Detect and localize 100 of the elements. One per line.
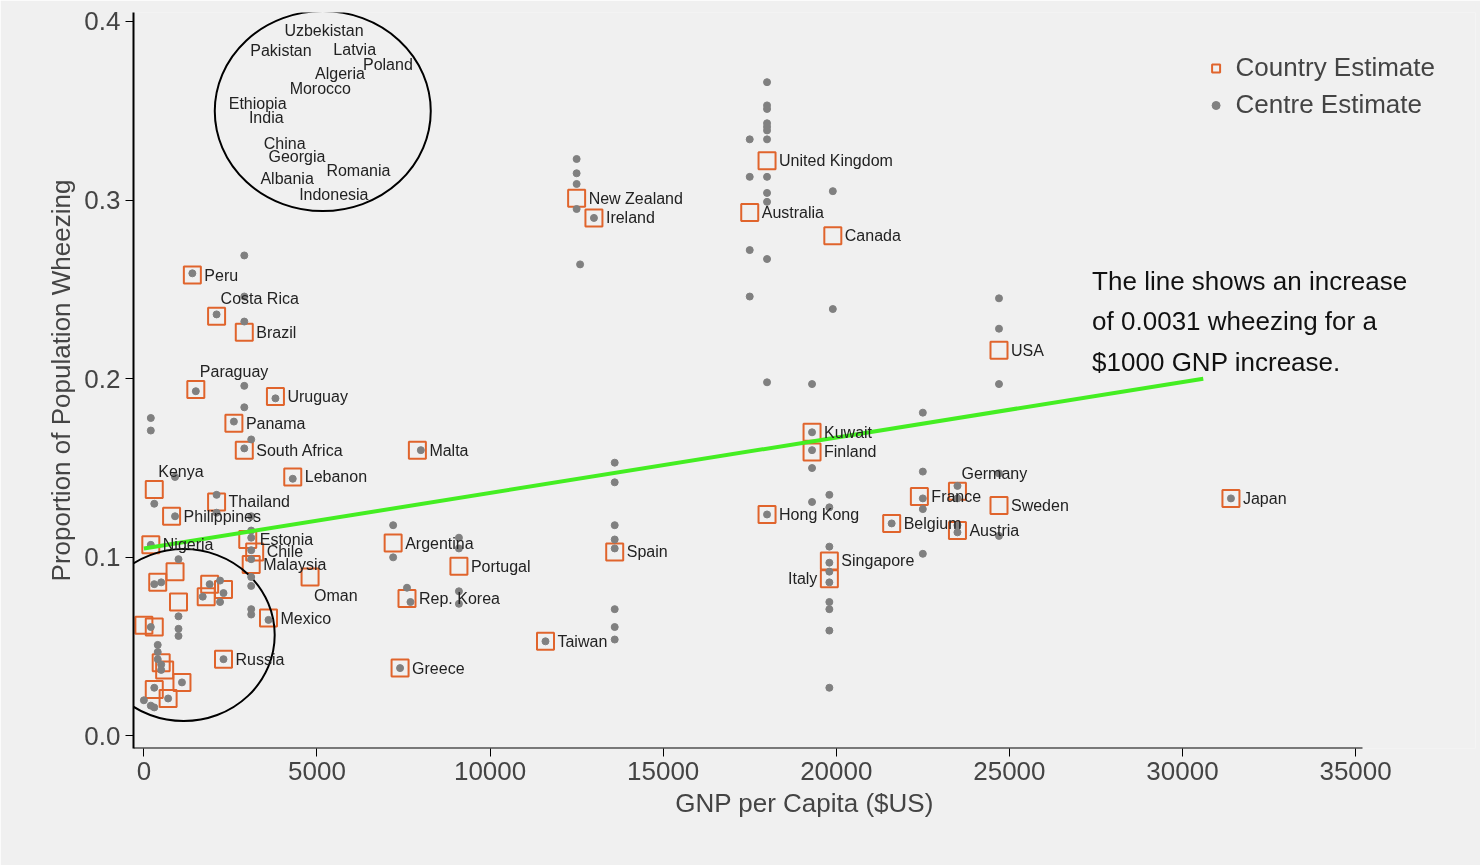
point: [259, 608, 279, 628]
point: [390, 658, 410, 678]
point: [148, 572, 168, 592]
data-label: Austria: [969, 522, 1020, 540]
annotation: Pakistan: [250, 42, 312, 60]
data-label: Uruguay: [287, 388, 348, 406]
x-tick-label: 10000: [453, 755, 527, 786]
annotation: Ethiopia: [228, 95, 287, 113]
point: [234, 440, 254, 460]
point: [567, 188, 587, 208]
data-label: Sweden: [1010, 497, 1069, 515]
data-label: Lebanon: [304, 468, 368, 486]
point: [200, 574, 220, 594]
data-label: Australia: [761, 204, 825, 222]
data-label: Finland: [824, 443, 877, 461]
point: [397, 588, 417, 608]
legend-label: Country Estimate: [1235, 52, 1435, 83]
point: [207, 492, 227, 512]
point: [757, 151, 777, 171]
data-label: Argentina: [405, 534, 474, 552]
point: [169, 592, 189, 612]
point: [144, 617, 164, 637]
annotation: Albania: [260, 169, 314, 187]
legend-label: Centre Estimate: [1235, 89, 1422, 120]
data-label: Kenya: [158, 462, 204, 480]
point: [238, 529, 258, 549]
point: [165, 562, 185, 582]
point: [989, 496, 1009, 516]
point: [802, 442, 822, 462]
data-label: USA: [1010, 341, 1045, 359]
data-label: Germany: [961, 464, 1028, 482]
data-label: Hong Kong: [779, 505, 860, 523]
data-label: Greece: [412, 659, 465, 677]
x-tick-label: 35000: [1319, 755, 1392, 786]
x-tick-label: 15000: [627, 755, 700, 786]
data-label: Singapore: [841, 552, 915, 570]
annotation: Algeria: [315, 65, 365, 83]
point: [407, 440, 427, 460]
point: [265, 387, 285, 407]
point: [535, 631, 555, 651]
x-tick-label: 30000: [1146, 755, 1219, 786]
x-tick-label: 0: [136, 755, 152, 786]
data-label: Brazil: [256, 323, 297, 341]
point: [172, 672, 192, 692]
y-tick-label: 0.3: [84, 185, 121, 216]
point: [909, 487, 929, 507]
x-tick-label: 25000: [973, 755, 1046, 786]
point: [1221, 488, 1241, 508]
x-tick-label: 5000: [288, 755, 346, 786]
point: [605, 542, 625, 562]
data-label: Italy: [788, 570, 818, 588]
point: [207, 306, 227, 326]
data-label: Mexico: [280, 609, 332, 627]
data-label: Peru: [204, 266, 239, 284]
point: [196, 587, 216, 607]
annotation: Indonesia: [299, 185, 369, 203]
point: [144, 479, 164, 499]
data-label: Portugal: [470, 557, 531, 575]
x-tick-label: 20000: [800, 755, 873, 786]
point: [882, 513, 902, 533]
point: [141, 535, 161, 555]
point: [584, 208, 604, 228]
data-label: New Zealand: [588, 189, 683, 207]
point: [186, 379, 206, 399]
point: [182, 265, 202, 285]
point: [819, 551, 839, 571]
data-label: Malaysia: [263, 556, 327, 573]
annotation: The line shows an increase of 0.0031 wheezing for a $1000 GNP increase.: [1092, 265, 1408, 377]
data-label: Malta: [429, 441, 469, 459]
point: [241, 555, 261, 574]
point: [162, 506, 182, 526]
data-label: South Africa: [256, 441, 343, 459]
y-axis-title: Proportion of Population Wheezing: [46, 179, 77, 582]
point: [383, 533, 403, 553]
point: [214, 580, 234, 600]
point: [158, 688, 178, 708]
annotation: Romania: [326, 161, 391, 179]
data-label: United Kingdom: [779, 152, 893, 170]
x-axis-title: GNP per Capita ($US): [675, 787, 934, 818]
point: [819, 569, 839, 589]
point: [155, 660, 175, 680]
y-tick-label: 0.0: [84, 721, 121, 751]
point: [740, 203, 760, 223]
data-label: Spain: [626, 543, 668, 561]
data-label: Japan: [1242, 489, 1287, 507]
data-label: Costa Rica: [220, 289, 299, 307]
data-label: Rep. Korea: [419, 589, 501, 607]
data-label: Taiwan: [557, 632, 608, 650]
point: [214, 649, 234, 669]
y-tick-label: 0.4: [84, 6, 121, 37]
point: [757, 504, 777, 524]
point: [151, 653, 171, 673]
data-label: Ireland: [605, 209, 655, 227]
data-label: Paraguay: [199, 362, 269, 380]
point: [234, 322, 254, 342]
point: [989, 340, 1009, 360]
data-label: Oman: [314, 586, 358, 604]
point: [144, 680, 164, 700]
point: [134, 615, 154, 635]
data-label: Belgium: [903, 514, 962, 532]
